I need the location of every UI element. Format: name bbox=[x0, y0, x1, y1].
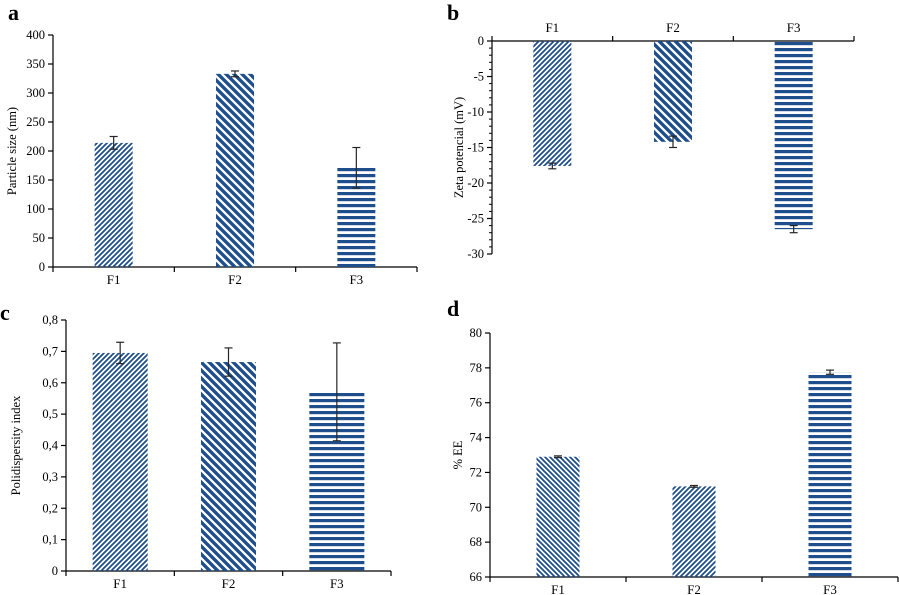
bar-F2 bbox=[216, 73, 254, 267]
panel-letter-b: b bbox=[447, 0, 460, 25]
y-tick-label: -10 bbox=[467, 105, 484, 119]
y-tick-label: 50 bbox=[33, 231, 46, 245]
error-bar-F1 bbox=[116, 341, 125, 365]
category-label-F3: F3 bbox=[787, 20, 801, 35]
y-tick-label: 80 bbox=[470, 326, 483, 340]
y-tick-label: -25 bbox=[467, 212, 484, 226]
bars bbox=[94, 70, 376, 267]
category-label-F3: F3 bbox=[330, 576, 344, 591]
y-axis-title: Particle size (nm) bbox=[5, 107, 19, 195]
y-tick-label: 300 bbox=[26, 86, 45, 100]
panel-letter-c: c bbox=[0, 300, 10, 325]
category-label-F1: F1 bbox=[545, 20, 559, 35]
y-tick-label: 100 bbox=[26, 202, 45, 216]
y-tick-label: 0 bbox=[478, 34, 484, 48]
error-bar-F2 bbox=[690, 484, 698, 488]
bar-F1 bbox=[94, 142, 133, 267]
error-bar-F2 bbox=[231, 70, 239, 78]
axes: 0 0,1 0,2 0,3 0,4 0,5 0,6 0,7 0,8 bbox=[42, 313, 392, 578]
error-bar-F1 bbox=[554, 455, 562, 459]
y-tick-label: 70 bbox=[470, 500, 483, 514]
error-bar-F1 bbox=[109, 135, 118, 150]
error-bar-F1 bbox=[548, 162, 557, 170]
y-tick-label: 0 bbox=[52, 564, 58, 578]
bar-F3 bbox=[774, 41, 813, 230]
y-axis-title: Polidispersity index bbox=[9, 395, 23, 495]
bar-F2 bbox=[654, 41, 692, 142]
error-bar-F2 bbox=[224, 347, 233, 377]
y-tick-label: 76 bbox=[470, 396, 483, 410]
chart-polydispersity-index: 0 0,1 0,2 0,3 0,4 0,5 0,6 0,7 0,8 F1 F2 F3 Polidispe… bbox=[9, 313, 392, 591]
y-axis-title: % EE bbox=[451, 440, 465, 469]
axes: 0 50 100 150 200 250 300 350 400 bbox=[26, 28, 418, 274]
y-tick-label: -30 bbox=[467, 247, 484, 261]
error-bar-F2 bbox=[669, 135, 677, 149]
chart-percent-ee: 66 68 70 72 74 76 78 80 F1 F2 F3 % EE bbox=[451, 326, 899, 595]
y-tick-label: 72 bbox=[470, 465, 483, 479]
bar-F1 bbox=[92, 352, 148, 571]
bar-F2 bbox=[201, 362, 256, 571]
y-tick-label: 68 bbox=[470, 535, 483, 549]
bar-F1 bbox=[533, 41, 572, 166]
y-tick-label: 400 bbox=[26, 28, 45, 42]
y-tick-label: -20 bbox=[467, 176, 484, 190]
error-bar-F3 bbox=[789, 225, 798, 234]
y-tick-label: 0,8 bbox=[42, 313, 58, 327]
error-bar-F3 bbox=[332, 342, 341, 442]
chart-particle-size: 0 50 100 150 200 250 300 350 400 F1 F2 F3 Particle s… bbox=[5, 28, 418, 287]
y-axis-title: Zeta potencial (mV) bbox=[452, 97, 466, 198]
bar-F3 bbox=[808, 372, 852, 577]
category-label-F1: F1 bbox=[107, 272, 121, 287]
category-label-F2: F2 bbox=[222, 576, 236, 591]
error-bar-F3 bbox=[826, 369, 834, 375]
error-bar-F3 bbox=[352, 146, 361, 189]
y-tick-label: 0,4 bbox=[42, 439, 58, 453]
bar-F1 bbox=[536, 456, 580, 577]
y-tick-label: 0,6 bbox=[42, 376, 58, 390]
y-tick-label: 0,1 bbox=[42, 533, 58, 547]
y-tick-label: 350 bbox=[26, 57, 45, 71]
category-label-F2: F2 bbox=[687, 582, 701, 595]
y-tick-label: -15 bbox=[467, 141, 484, 155]
y-tick-label: 0 bbox=[39, 260, 45, 274]
bar-F2 bbox=[672, 486, 716, 577]
y-tick-label: 0,3 bbox=[42, 470, 58, 484]
category-label-F2: F2 bbox=[228, 272, 242, 287]
y-tick-label: 250 bbox=[26, 115, 45, 129]
panel-letter-d: d bbox=[447, 296, 460, 321]
chart-zeta-potential: 0 -5 -10 -15 -20 -25 -30 F1 F2 F3 Zeta potencial (… bbox=[452, 20, 855, 261]
category-label-F2: F2 bbox=[666, 20, 680, 35]
y-tick-label: 0,5 bbox=[42, 407, 58, 421]
y-tick-label: 0,2 bbox=[42, 501, 58, 515]
y-tick-label: 78 bbox=[470, 361, 483, 375]
category-label-F1: F1 bbox=[551, 582, 565, 595]
y-tick-label: 66 bbox=[470, 570, 483, 584]
y-tick-label: 200 bbox=[26, 144, 45, 158]
category-label-F3: F3 bbox=[349, 272, 363, 287]
category-label-F3: F3 bbox=[823, 582, 837, 595]
bars bbox=[536, 369, 852, 577]
panel-letter-a: a bbox=[8, 0, 19, 25]
bars bbox=[92, 341, 365, 571]
bars bbox=[533, 41, 813, 234]
y-tick-label: 0,7 bbox=[42, 344, 58, 358]
y-tick-label: 150 bbox=[26, 173, 45, 187]
y-tick-label: -5 bbox=[474, 70, 484, 84]
category-label-F1: F1 bbox=[113, 576, 127, 591]
y-tick-label: 74 bbox=[470, 431, 483, 445]
